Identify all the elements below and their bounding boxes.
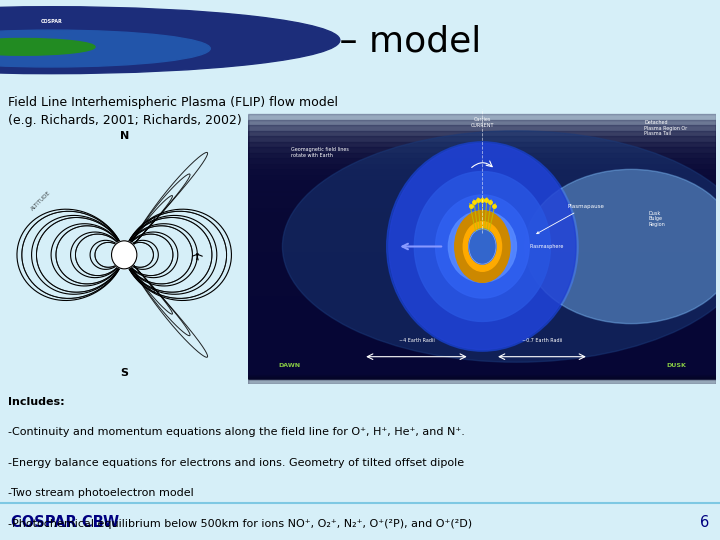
Bar <box>248 147 716 374</box>
Bar <box>248 302 716 377</box>
Circle shape <box>455 211 510 282</box>
Bar <box>248 241 716 376</box>
Text: Geomagnetic field lines
rotate with Earth: Geomagnetic field lines rotate with Eart… <box>291 147 348 158</box>
Bar <box>248 153 716 374</box>
Bar <box>248 175 716 375</box>
Bar <box>248 142 716 374</box>
Bar <box>248 213 716 375</box>
Polygon shape <box>414 172 551 321</box>
Bar <box>248 170 716 374</box>
Circle shape <box>463 222 502 271</box>
Bar <box>248 313 716 377</box>
Polygon shape <box>389 144 576 349</box>
Bar <box>248 136 716 374</box>
Bar <box>248 335 716 378</box>
Bar <box>248 274 716 376</box>
Bar <box>248 164 716 374</box>
Ellipse shape <box>282 131 720 362</box>
Text: -Two stream photoelectron model: -Two stream photoelectron model <box>8 488 194 498</box>
Bar <box>248 379 716 384</box>
Bar <box>248 351 716 378</box>
Bar <box>248 158 716 374</box>
Polygon shape <box>436 195 529 298</box>
Bar <box>248 202 716 375</box>
Bar <box>248 329 716 377</box>
Text: Plasmapause: Plasmapause <box>536 204 604 234</box>
Bar <box>248 219 716 375</box>
Bar <box>248 373 716 379</box>
Bar <box>248 180 716 375</box>
Text: COSPAR: COSPAR <box>41 19 63 24</box>
Bar <box>248 225 716 375</box>
Bar <box>248 285 716 377</box>
Bar <box>248 280 716 376</box>
Text: ALTITUDE: ALTITUDE <box>30 190 52 212</box>
Ellipse shape <box>387 142 578 351</box>
Circle shape <box>0 6 340 73</box>
Text: DAWN: DAWN <box>278 363 300 368</box>
Text: Detached
Plasma Region Or
Plasma Tail: Detached Plasma Region Or Plasma Tail <box>644 120 688 137</box>
Text: S: S <box>120 368 128 379</box>
Bar <box>248 307 716 377</box>
Bar <box>248 186 716 375</box>
Text: Includes:: Includes: <box>8 397 65 407</box>
Text: Dusk
Bulge
Region: Dusk Bulge Region <box>648 211 665 227</box>
Text: Carries
CURRENT: Carries CURRENT <box>471 117 494 128</box>
Ellipse shape <box>525 170 720 323</box>
Text: -Continuity and momentum equations along the field line for O⁺, H⁺, He⁺, and N⁺.: -Continuity and momentum equations along… <box>8 427 465 437</box>
Circle shape <box>112 241 137 269</box>
Bar <box>248 208 716 375</box>
Text: COSPAR CBW: COSPAR CBW <box>11 515 119 530</box>
Text: DUSK: DUSK <box>667 363 687 368</box>
Bar <box>248 258 716 376</box>
Bar <box>248 268 716 376</box>
Bar <box>248 340 716 378</box>
Bar <box>248 357 716 378</box>
Text: -Photochemical equilibrium below 500km for ions NO⁺, O₂⁺, N₂⁺, O⁺(²P), and O⁺(²D: -Photochemical equilibrium below 500km f… <box>8 518 472 529</box>
Text: N: N <box>120 131 129 141</box>
Bar <box>248 323 716 377</box>
Text: Field Line Interhemispheric Plasma (FLIP) flow model: Field Line Interhemispheric Plasma (FLIP… <box>8 96 338 109</box>
Bar <box>248 263 716 376</box>
Bar <box>248 318 716 377</box>
Bar <box>248 235 716 376</box>
Bar <box>248 114 716 373</box>
Polygon shape <box>453 214 512 279</box>
Bar <box>248 291 716 377</box>
Bar <box>248 230 716 376</box>
Bar <box>248 131 716 374</box>
Text: Tools – model: Tools – model <box>239 25 481 59</box>
Bar <box>248 197 716 375</box>
Circle shape <box>469 229 496 264</box>
Bar <box>248 296 716 377</box>
Bar <box>248 125 716 374</box>
Text: Plasmasphere: Plasmasphere <box>529 244 564 249</box>
Text: (e.g. Richards, 2001; Richards, 2002): (e.g. Richards, 2001; Richards, 2002) <box>8 114 242 127</box>
Text: ~4 Earth Radii: ~4 Earth Radii <box>399 338 434 343</box>
Text: ~0.7 Earth Radii: ~0.7 Earth Radii <box>522 338 562 343</box>
Bar <box>248 120 716 374</box>
Bar <box>248 246 716 376</box>
Text: -Energy balance equations for electrons and ions. Geometry of tilted offset dipo: -Energy balance equations for electrons … <box>8 458 464 468</box>
Text: 6: 6 <box>700 515 709 530</box>
Bar <box>248 191 716 375</box>
Circle shape <box>0 38 95 55</box>
Circle shape <box>0 30 210 67</box>
Bar <box>248 252 716 376</box>
Bar <box>248 368 716 379</box>
Bar <box>248 362 716 379</box>
Bar <box>248 346 716 378</box>
Ellipse shape <box>449 211 516 282</box>
